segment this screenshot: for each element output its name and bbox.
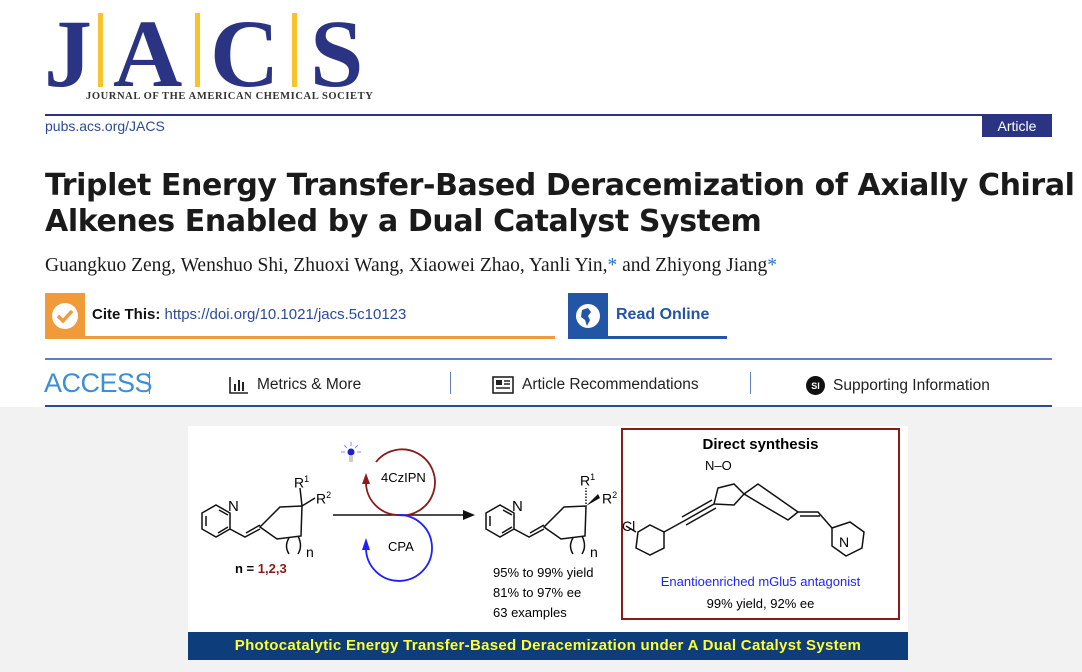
logo-letter-a: A [113, 0, 183, 107]
metrics-and-more-link[interactable]: Metrics & More [229, 376, 361, 394]
wedge-bond [586, 494, 600, 506]
photocatalyst-label: 4CzIPN [381, 470, 426, 485]
logo-letter-c: C [210, 0, 280, 107]
r1-label: R1 [580, 472, 596, 489]
doi-link[interactable]: https://doi.org/10.1021/jacs.5c10123 [164, 306, 407, 323]
light-icon [341, 442, 361, 462]
exocyclic-alkene [229, 524, 261, 538]
nitrogen-label: N [228, 498, 239, 515]
n-values-label: n = 1,2,3 [235, 561, 287, 576]
r1-label: R1 [294, 474, 310, 491]
title-line: Triplet Energy Transfer-Based Deracemiza… [45, 168, 1075, 203]
nitrogen-label: N [839, 534, 850, 550]
chlorine-label: Cl [622, 518, 636, 534]
r2-label: R2 [316, 490, 332, 507]
logo-divider [292, 13, 297, 87]
box-caption: Enantioenriched mGlu5 antagonist [660, 574, 861, 589]
r2-label: R2 [602, 490, 618, 507]
box-result: 99% yield, 92% ee [706, 596, 815, 611]
supporting-information-link[interactable]: SI Supporting Information [806, 376, 990, 395]
divider [149, 372, 150, 394]
box-title: Direct synthesis [702, 436, 819, 453]
cyclobutane-ring [258, 505, 303, 540]
cpa-cycle [365, 514, 433, 582]
globe-icon [568, 293, 608, 339]
title-line: Alkenes Enabled by a Dual Catalyst Syste… [45, 204, 762, 239]
photocatalyst-cycle [365, 448, 436, 517]
cite-this-box: Cite This: https://doi.org/10.1021/jacs.… [45, 293, 555, 339]
authors[interactable]: Guangkuo Zeng, Wenshuo Shi, Zhuoxi Wang,… [45, 255, 608, 276]
article-type-badge: Article [982, 116, 1052, 137]
toc-graphic: N R1 R2 n n = 1,2,3 4CzIPN CPA N R1 R2 n… [188, 426, 908, 660]
author-list: Guangkuo Zeng, Wenshuo Shi, Zhuoxi Wang,… [45, 255, 777, 277]
read-online-button[interactable]: Read Online [568, 293, 727, 339]
isoxazoline-label: N–O [705, 458, 732, 473]
logo-divider [98, 13, 103, 87]
article-title: Triplet Energy Transfer-Based Deracemiza… [45, 168, 1075, 240]
divider [750, 372, 751, 394]
results-list: 95% to 99% yield 81% to 97% ee 63 examples [493, 565, 594, 620]
corresponding-author-star[interactable]: * [607, 255, 618, 276]
journal-url-link[interactable]: pubs.acs.org/JACS [45, 118, 165, 134]
n-subscript: n [590, 544, 598, 560]
si-icon: SI [806, 376, 825, 395]
cpa-label: CPA [388, 539, 414, 554]
direct-synthesis-box [621, 428, 900, 620]
journal-name: JOURNAL OF THE AMERICAN CHEMICAL SOCIETY [86, 91, 374, 102]
mglu5-structure [625, 483, 865, 557]
bar-chart-icon [229, 377, 248, 394]
logo-letter-s: S [310, 0, 364, 107]
checkmark-icon [45, 293, 85, 339]
authors[interactable]: and Zhiyong Jiang [617, 255, 768, 276]
access-label: ACCESS [44, 368, 153, 398]
access-rule-top [45, 358, 1052, 360]
divider [450, 372, 451, 394]
read-online-label: Read Online [616, 306, 710, 323]
newspaper-icon [492, 376, 514, 394]
arrow-head [463, 510, 475, 520]
logo-divider [195, 13, 200, 87]
corresponding-author-star[interactable]: * [767, 255, 778, 276]
reaction-scheme [201, 428, 900, 620]
cite-label: Cite This: [92, 306, 161, 323]
supporting-info-label: Supporting Information [833, 376, 990, 394]
metrics-label: Metrics & More [257, 376, 362, 393]
toc-banner: Photocatalytic Energy Transfer-Based Der… [188, 632, 908, 660]
access-rule-bottom [45, 405, 1052, 407]
n-subscript: n [306, 544, 314, 560]
header-rule [45, 114, 1052, 116]
article-recommendations-link[interactable]: Article Recommendations [492, 376, 699, 394]
logo-letter-j: J [44, 0, 92, 107]
recommendations-label: Article Recommendations [522, 376, 699, 393]
nitrogen-label: N [512, 498, 523, 515]
